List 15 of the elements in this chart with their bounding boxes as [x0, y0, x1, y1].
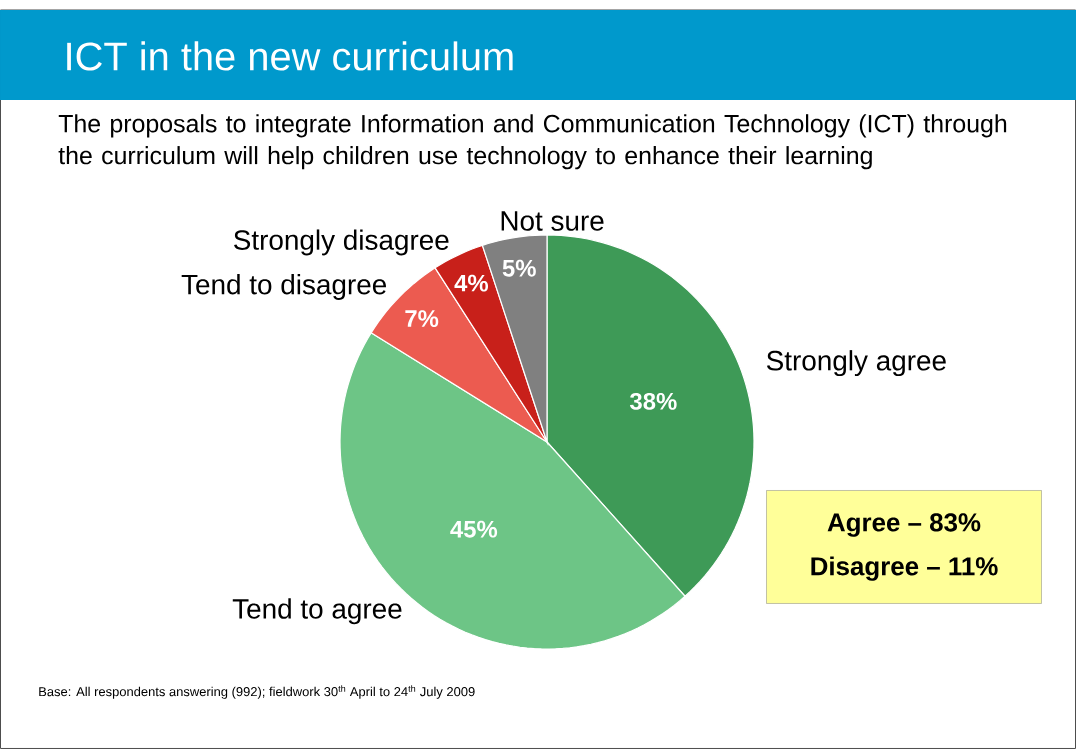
data-label: 45% [450, 520, 498, 538]
slice-label: Not sure [501, 211, 604, 231]
chart-title: ICT in the new curriculum [67, 41, 513, 71]
text: Agree – 83% [827, 513, 981, 537]
data-label: 38% [629, 392, 677, 410]
text: Base: All respondents answering (992); fieldwork 30$^{th}$ April to 24$^{th}$ July 2009 [39, 685, 475, 699]
slice-label: Strongly disagree [234, 229, 449, 256]
text: Disagree – 11% [811, 556, 998, 581]
slice-label: Tend to disagree [181, 273, 387, 300]
chart-subtitle: The proposals to integrate Information and Communication Technology (ICT) through the curriculum will help children use technology to enhance their learning [58, 114, 1007, 170]
data-label: 4% [454, 274, 489, 292]
slice-label: Tend to agree [232, 598, 402, 625]
data-label: 7% [405, 310, 439, 327]
data-label: 5% [502, 259, 536, 277]
slice-label: Strongly agree [766, 350, 946, 377]
